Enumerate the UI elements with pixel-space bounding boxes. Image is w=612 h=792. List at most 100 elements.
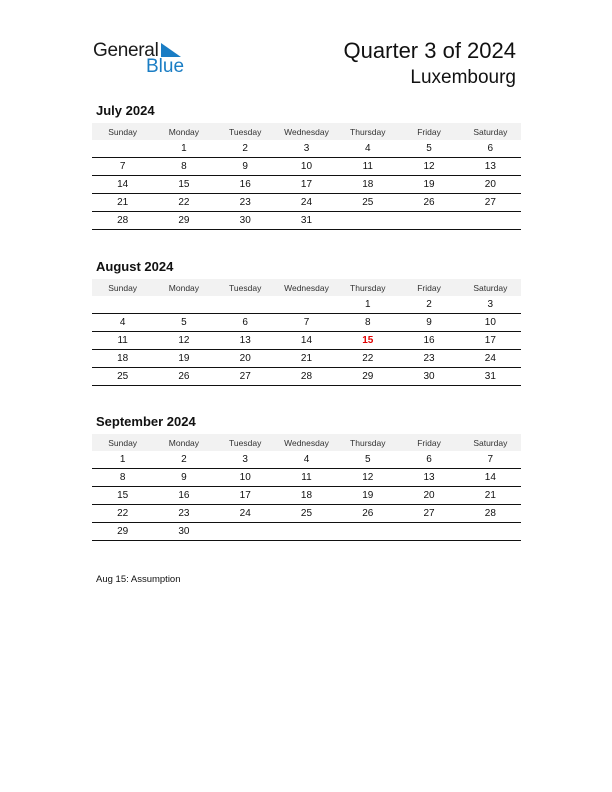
day-cell: 30 [239, 215, 251, 226]
day-cell: 29 [178, 215, 190, 226]
day-cell: 8 [119, 472, 126, 483]
weekday-label: Friday [417, 437, 441, 448]
day-cell: 30 [178, 526, 190, 537]
day-cell: 3 [487, 299, 494, 310]
day-cell: 1 [181, 143, 187, 154]
day-cell: 2 [426, 299, 432, 310]
weekday-header: Sunday Monday Tuesday Wednesday Thursday Frid… [92, 123, 521, 140]
logo: General Blue [93, 40, 193, 80]
weekday-label: Sunday [108, 126, 138, 137]
day-cell: 12 [178, 335, 190, 346]
month-title: August 2024 [96, 259, 174, 274]
day-cell: 17 [484, 335, 496, 346]
day-cell: 10 [484, 317, 496, 328]
logo-text-blue: Blue [146, 56, 185, 77]
day-cell: 19 [178, 353, 190, 364]
day-cell: 2 [181, 454, 187, 465]
week-row: 7 8 9 10 11 12 13 [92, 158, 521, 176]
day-cell: 7 [303, 317, 310, 328]
day-cell: 6 [242, 317, 248, 328]
day-cell: 30 [423, 371, 435, 382]
weekday-label: Tuesday [229, 437, 262, 448]
day-cell: 26 [423, 197, 435, 208]
day-cell: 13 [239, 335, 251, 346]
day-cell: 24 [484, 353, 496, 364]
weekday-label: Wednesday [284, 282, 329, 293]
week-row: 1 2 3 [92, 296, 521, 314]
month-title: September 2024 [96, 414, 196, 429]
week-row: 4 5 6 7 8 9 10 [92, 314, 521, 332]
weekday-label: Saturday [473, 126, 508, 137]
day-cell: 17 [239, 490, 251, 501]
week-row: 15 16 17 18 19 20 21 [92, 487, 521, 505]
weekday-label: Monday [168, 282, 200, 293]
day-cell: 15 [178, 179, 190, 190]
weekday-label: Friday [417, 126, 441, 137]
day-cell: 31 [300, 215, 313, 226]
month-calendar: August 2024 Sunday Monday Tuesday Wednesday T… [92, 259, 521, 386]
weekday-label: Saturday [473, 282, 508, 293]
week-row: 21 22 23 24 25 26 27 [92, 194, 521, 212]
day-cell: 12 [362, 472, 374, 483]
day-cell: 29 [117, 526, 129, 537]
day-cell: 25 [362, 197, 374, 208]
day-cell: 25 [117, 371, 129, 382]
week-row: 29 30 [92, 523, 521, 541]
day-cell: 6 [487, 143, 494, 154]
day-cell: 28 [117, 215, 129, 226]
day-cell: 24 [300, 197, 313, 208]
day-cell: 21 [117, 197, 129, 208]
week-row: 1 2 3 4 5 6 7 [92, 451, 521, 469]
day-cell: 11 [301, 472, 312, 483]
day-cell: 4 [119, 317, 126, 328]
day-cell: 21 [300, 353, 313, 364]
day-cell: 19 [423, 179, 435, 190]
day-cell: 10 [300, 161, 313, 172]
week-row: 22 23 24 25 26 27 28 [92, 505, 521, 523]
weekday-label: Monday [168, 126, 200, 137]
day-cell: 14 [484, 472, 496, 483]
day-cell: 15 [117, 490, 129, 501]
day-cell: 11 [362, 161, 373, 172]
day-cell: 16 [423, 335, 435, 346]
day-cell: 29 [362, 371, 374, 382]
day-cell: 7 [487, 454, 494, 465]
day-cell: 13 [423, 472, 435, 483]
day-cell: 4 [364, 143, 371, 154]
day-cell: 14 [300, 335, 313, 346]
weekday-label: Wednesday [284, 126, 329, 137]
weekday-header: Sunday Monday Tuesday Wednesday Thursday Frid… [92, 434, 521, 451]
day-cell: 27 [239, 371, 251, 382]
week-row: 25 26 27 28 29 30 31 [92, 368, 521, 386]
day-cell: 3 [242, 454, 248, 465]
day-cell: 10 [239, 472, 251, 483]
day-cell: 16 [178, 490, 190, 501]
day-cell: 18 [117, 353, 129, 364]
weekday-label: Saturday [473, 437, 508, 448]
weekday-label: Sunday [108, 437, 138, 448]
day-cell: 16 [239, 179, 251, 190]
week-row: 28 29 30 31 [92, 212, 521, 230]
weekday-label: Tuesday [229, 282, 262, 293]
weekday-label: Thursday [350, 282, 386, 293]
weekday-label: Friday [417, 282, 441, 293]
day-cell: 11 [117, 335, 128, 346]
day-cell: 21 [484, 490, 496, 501]
month-title: July 2024 [96, 103, 155, 118]
day-cell: 22 [362, 353, 374, 364]
weekday-label: Thursday [350, 437, 386, 448]
day-cell: 13 [484, 161, 496, 172]
day-cell: 27 [484, 197, 496, 208]
day-cell: 9 [426, 317, 432, 328]
page-title: Quarter 3 of 2024 [343, 38, 516, 63]
day-cell: 5 [364, 454, 371, 465]
weekday-label: Monday [168, 437, 200, 448]
day-cell: 31 [484, 371, 496, 382]
weekday-header: Sunday Monday Tuesday Wednesday Thursday Frid… [92, 279, 521, 296]
day-cell: 4 [303, 454, 310, 465]
week-row: 8 9 10 11 12 13 14 [92, 469, 521, 487]
logo-triangle-icon [161, 43, 181, 57]
day-cell: 1 [119, 454, 126, 465]
holiday-note: Aug 15: Assumption [96, 574, 181, 585]
